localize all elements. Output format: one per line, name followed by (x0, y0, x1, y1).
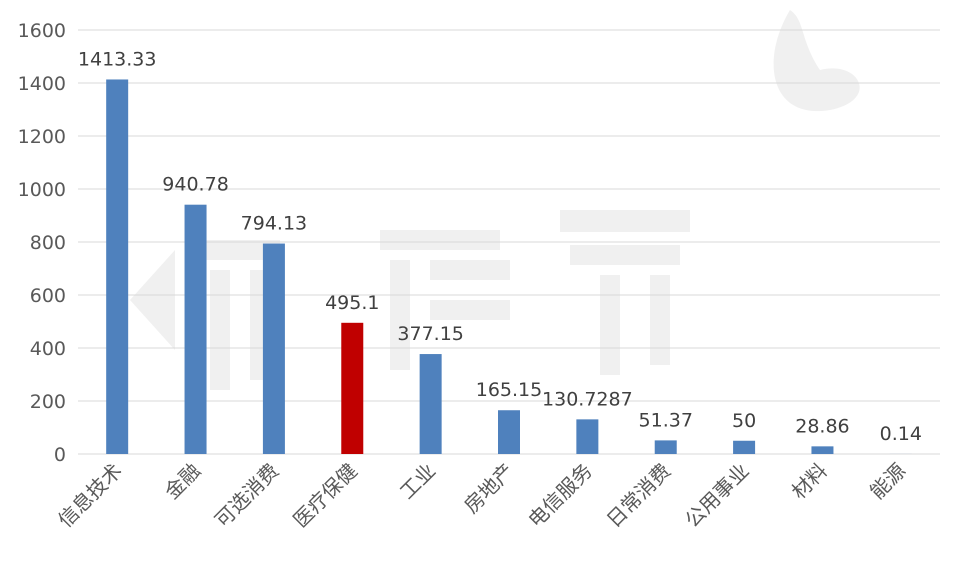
y-axis-tick-labels: 0 200 400 600 800 1000 1200 1400 1600 (18, 20, 66, 466)
y-tick-label: 1400 (18, 73, 66, 95)
y-tick-label: 600 (30, 285, 66, 307)
bar-4 (420, 354, 442, 454)
bar-6 (576, 419, 598, 454)
y-tick-label: 1200 (18, 126, 66, 148)
y-tick-label: 1600 (18, 20, 66, 42)
category-label-1: 金融 (160, 459, 205, 504)
bar-1 (185, 205, 207, 454)
data-label-9: 28.86 (795, 415, 849, 437)
watermark-logo (130, 10, 860, 390)
category-label-0: 信息技术 (53, 459, 127, 533)
x-axis-category-labels: 信息技术金融可选消费医疗保健工业房地产电信服务日常消费公用事业材料能源 (53, 459, 910, 533)
bar-5 (498, 410, 520, 454)
data-label-5: 165.15 (476, 379, 542, 401)
bar-0 (106, 79, 128, 454)
category-label-4: 工业 (395, 459, 440, 504)
category-label-10: 能源 (865, 459, 910, 504)
bar-7 (655, 440, 677, 454)
y-tick-label: 800 (30, 232, 66, 254)
bar-8 (733, 441, 755, 454)
category-label-8: 公用事业 (680, 459, 754, 533)
data-label-0: 1413.33 (78, 48, 157, 70)
data-label-1: 940.78 (162, 174, 228, 196)
category-label-9: 材料 (787, 459, 832, 504)
y-tick-label: 400 (30, 338, 66, 360)
category-label-3: 医疗保健 (288, 459, 362, 533)
data-label-6: 130.7287 (542, 388, 633, 410)
category-label-7: 日常消费 (602, 459, 676, 533)
y-tick-label: 200 (30, 391, 66, 413)
category-label-5: 房地产 (459, 459, 518, 518)
data-label-2: 794.13 (241, 213, 307, 235)
y-tick-label: 0 (54, 444, 66, 466)
bar-3 (341, 323, 363, 454)
data-label-4: 377.15 (397, 323, 463, 345)
bar-9 (811, 446, 833, 454)
data-label-3: 495.1 (325, 292, 379, 314)
data-label-10: 0.14 (880, 423, 922, 445)
category-label-6: 电信服务 (523, 459, 597, 533)
bar-2 (263, 244, 285, 454)
data-label-7: 51.37 (639, 409, 693, 431)
data-label-8: 50 (732, 410, 756, 432)
category-label-2: 可选消费 (210, 459, 284, 533)
y-tick-label: 1000 (18, 179, 66, 201)
